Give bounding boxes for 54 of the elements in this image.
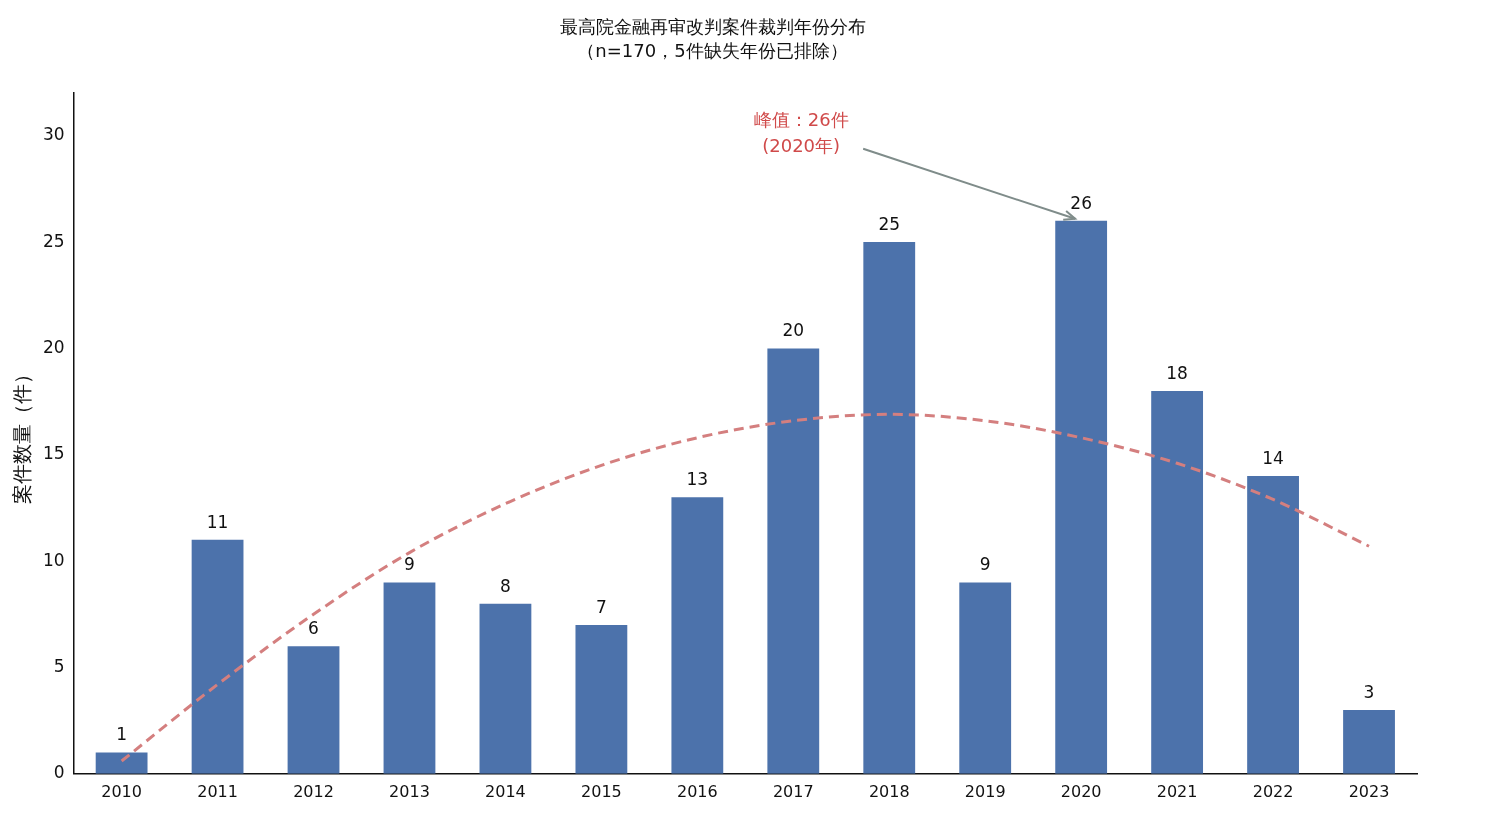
bar: [479, 603, 532, 774]
data-label: 25: [878, 214, 901, 234]
data-label: 13: [686, 469, 709, 490]
bar: [575, 624, 628, 774]
x-tick-label: 2016: [676, 781, 718, 801]
chart-title: 最高院金融再审改判案件裁判年份分布: [559, 16, 866, 38]
bar: [191, 539, 244, 774]
x-tick-label: 2020: [1060, 781, 1102, 801]
y-tick-label: 15: [42, 443, 65, 464]
x-tick-label: 2018: [868, 781, 910, 801]
data-label: 11: [206, 511, 229, 532]
data-label: 9: [979, 554, 991, 575]
bar: [863, 242, 916, 774]
annotation: 峰值：26件 (2020年): [753, 109, 849, 157]
x-tick-label: 2021: [1156, 781, 1198, 801]
bar: [1343, 709, 1395, 774]
bar: [383, 582, 436, 774]
y-tick-label: 30: [42, 124, 65, 145]
chart-subtitle: （n=170，5件缺失年份已排除）: [577, 40, 848, 62]
bar: [1151, 390, 1204, 774]
line-series: [120, 412, 1371, 763]
data-label: 1: [116, 724, 128, 745]
data-label: 9: [404, 554, 415, 575]
y-axis-title: 案件数量（件）: [10, 363, 35, 504]
bar: [1247, 476, 1299, 774]
bar: [767, 348, 820, 774]
data-label: 20: [782, 320, 805, 341]
x-tick-label: 2012: [293, 781, 334, 801]
x-tick-label: 2010: [101, 781, 142, 801]
data-label: 14: [1262, 447, 1284, 468]
x-tick-label: 2022: [1252, 781, 1294, 801]
x-tick-label: 2023: [1348, 781, 1390, 801]
y-tick-label: 10: [42, 549, 65, 570]
x-tick-label: 2015: [581, 781, 622, 801]
bar: [959, 582, 1012, 774]
data-label: 26: [1070, 192, 1092, 213]
x-tick-label: 2014: [485, 781, 526, 801]
x-tick-label: 2013: [389, 781, 430, 801]
data-label: 18: [1166, 362, 1188, 383]
bar: [287, 646, 340, 774]
data-label: 3: [1363, 681, 1375, 702]
y-tick-label: 5: [53, 655, 65, 676]
y-tick-label: 0: [53, 762, 65, 783]
bar: [1055, 220, 1108, 774]
data-label: 6: [308, 618, 319, 639]
x-tick-label: 2017: [772, 781, 814, 801]
bar: [671, 497, 724, 774]
bar: [95, 752, 148, 774]
x-tick-label: 2019: [964, 781, 1006, 801]
x-tick-label: 2011: [197, 781, 238, 801]
data-label: 7: [595, 596, 607, 617]
y-tick-label: 20: [42, 336, 65, 357]
y-tick-label: 25: [42, 230, 65, 251]
data-label: 8: [500, 575, 511, 596]
